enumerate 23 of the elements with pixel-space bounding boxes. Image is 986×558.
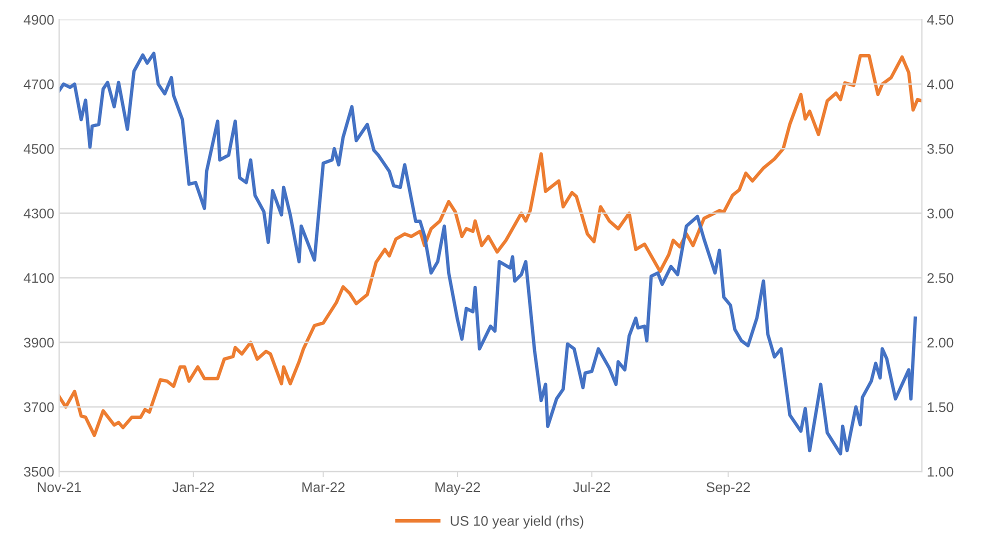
- y-tick-label: 4500: [24, 144, 54, 154]
- y2-tick-label: 3.50: [927, 144, 954, 154]
- x-tick-label: Jan-22: [172, 482, 214, 492]
- y-tick-label: 3700: [24, 402, 54, 412]
- x-tick-label: Jul-22: [573, 482, 610, 492]
- y2-tick-label: 4.50: [927, 14, 954, 25]
- x-tick-label: Sep-22: [706, 482, 750, 495]
- y-tick-label: 3900: [24, 338, 54, 348]
- y2-tick-label: 1.00: [928, 466, 954, 477]
- y-tick-label: 4100: [24, 273, 54, 283]
- y-tick-label: 4300: [24, 208, 54, 218]
- y-tick-label: 4900: [24, 14, 54, 25]
- y2-tick-label: 2.50: [927, 273, 954, 283]
- x-tick-label: May-22: [436, 482, 480, 495]
- y-tick-label: 3500: [24, 466, 54, 477]
- x-tick-label: Mar-22: [302, 482, 345, 492]
- legend-label: US 10 year yield (rhs): [450, 516, 584, 529]
- y2-tick-label: 1.50: [928, 402, 954, 412]
- y2-tick-label: 3.00: [927, 208, 954, 218]
- x-tick-label: Nov-21: [38, 482, 81, 492]
- y-tick-label: 4700: [24, 79, 54, 90]
- y2-tick-label: 4.00: [927, 79, 954, 90]
- y2-tick-label: 2.00: [927, 338, 954, 348]
